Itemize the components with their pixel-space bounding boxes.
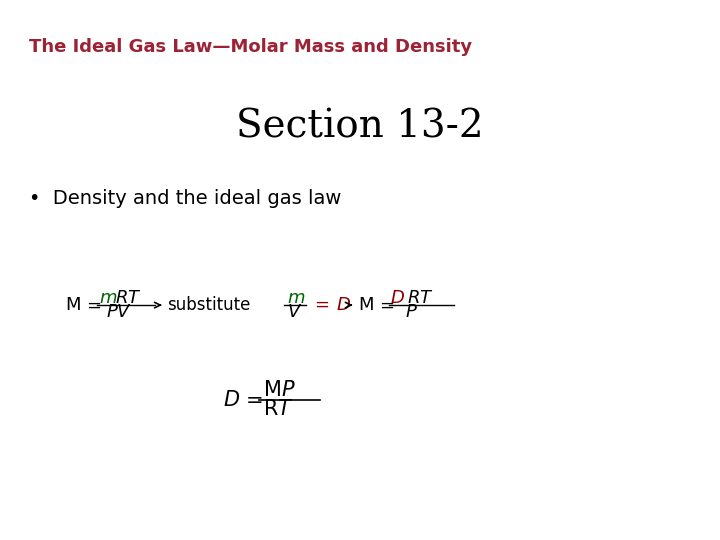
Text: $=$: $=$ <box>376 296 395 314</box>
Text: $\mathit{m}$: $\mathit{m}$ <box>287 289 305 307</box>
Text: $\mathit{PV}$: $\mathit{PV}$ <box>106 303 132 321</box>
Text: Section 13-2: Section 13-2 <box>236 108 484 145</box>
Text: $\mathsf{M}$: $\mathsf{M}$ <box>65 296 81 314</box>
Text: substitute: substitute <box>167 296 251 314</box>
Text: $\mathsf{M}\mathit{P}$: $\mathsf{M}\mathit{P}$ <box>263 380 295 400</box>
Text: $=\,\mathit{D}$: $=\,\mathit{D}$ <box>311 296 351 314</box>
Text: $\mathit{m}$: $\mathit{m}$ <box>99 289 117 307</box>
Text: $\mathit{V}$: $\mathit{V}$ <box>287 303 302 321</box>
Text: $\mathit{RT}$: $\mathit{RT}$ <box>115 289 142 307</box>
Text: $=$: $=$ <box>83 296 102 314</box>
Text: •  Density and the ideal gas law: • Density and the ideal gas law <box>29 189 341 208</box>
Text: $\mathit{P}$: $\mathit{P}$ <box>405 303 418 321</box>
Text: $\mathsf{M}$: $\mathsf{M}$ <box>358 296 374 314</box>
Text: $\mathsf{R}\mathit{T}$: $\mathsf{R}\mathit{T}$ <box>263 399 294 420</box>
Text: $\mathit{RT}$: $\mathit{RT}$ <box>407 289 433 307</box>
Text: The Ideal Gas Law—Molar Mass and Density: The Ideal Gas Law—Molar Mass and Density <box>29 38 472 56</box>
Text: $\mathit{D}$: $\mathit{D}$ <box>223 389 240 410</box>
Text: $=$: $=$ <box>241 390 263 409</box>
Text: $\mathit{D}$: $\mathit{D}$ <box>390 289 405 307</box>
